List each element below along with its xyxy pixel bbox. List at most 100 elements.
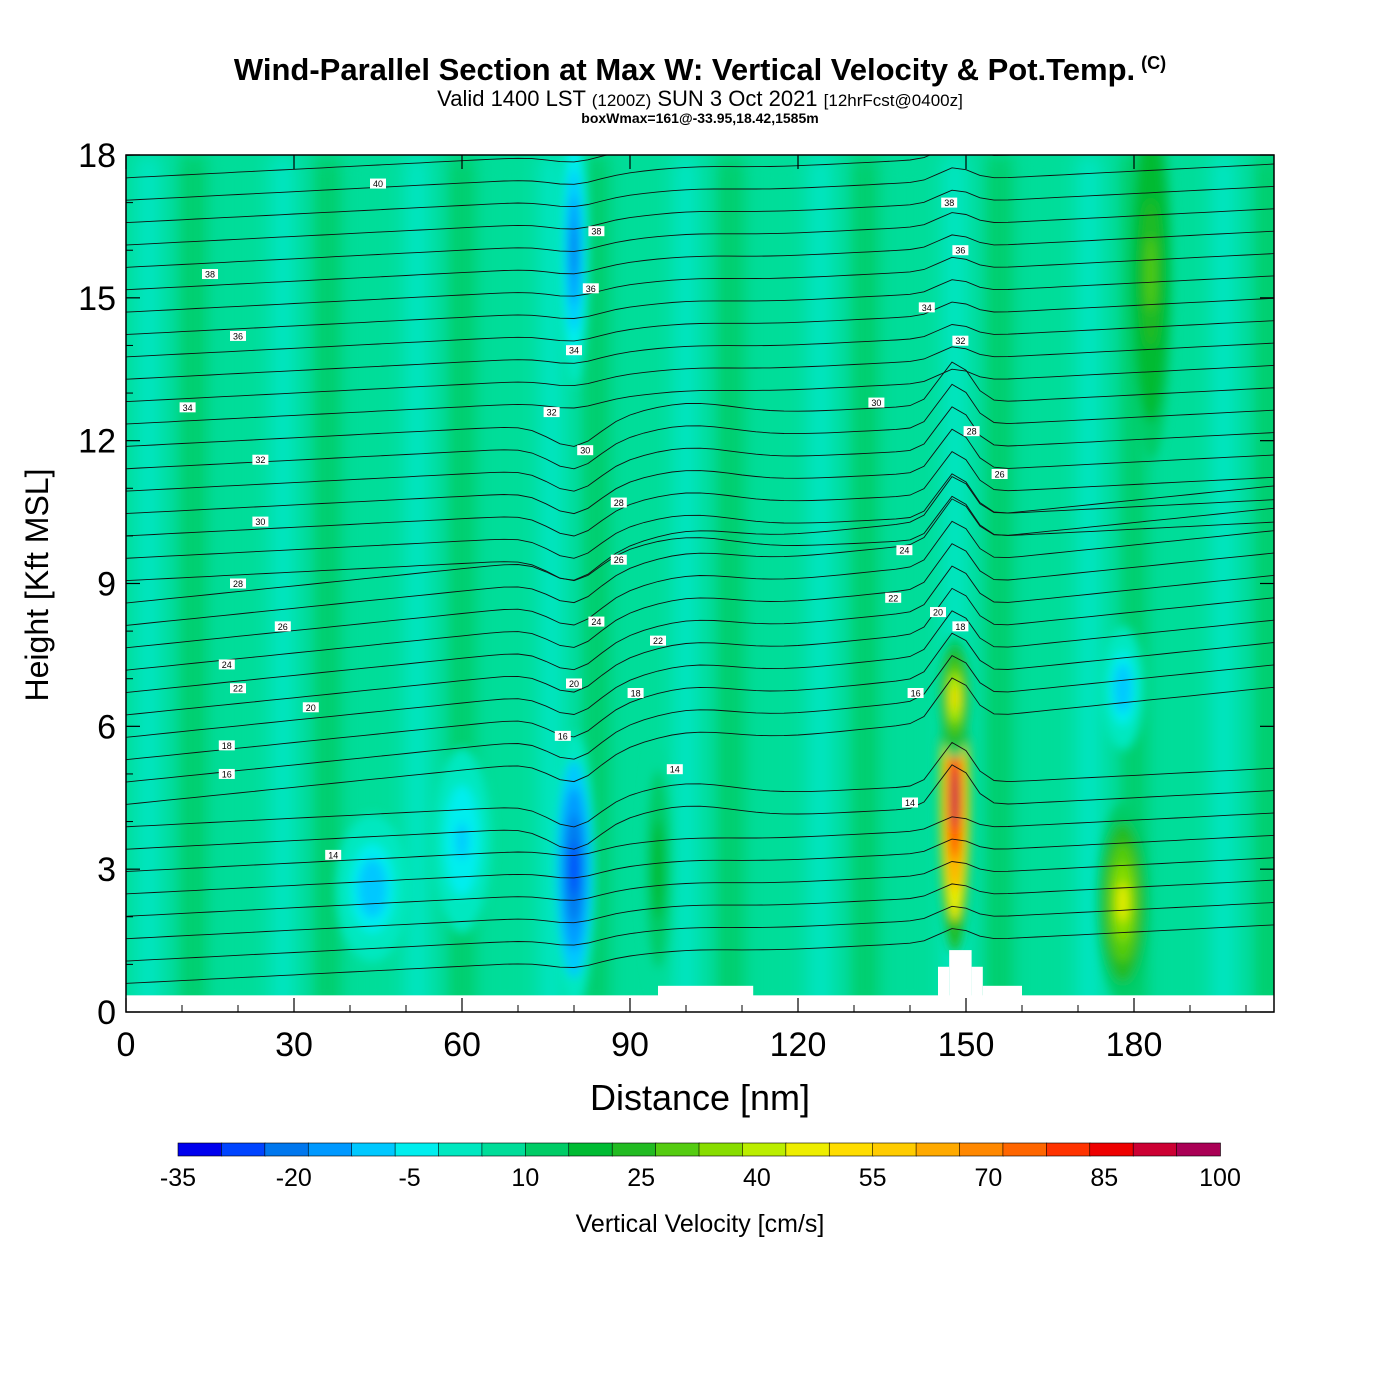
- theta-label-text: 14: [905, 798, 915, 808]
- theta-label-text: 28: [233, 579, 243, 589]
- colorbar-swatch: [481, 1142, 527, 1157]
- theta-label: 36: [952, 245, 969, 256]
- theta-contour: [126, 543, 1274, 671]
- theta-contour: [126, 476, 1274, 604]
- velocity-cell: [951, 685, 959, 711]
- theta-label-bg: [991, 468, 1008, 479]
- theta-contour: [126, 208, 1274, 268]
- colorbar-swatch: [655, 1142, 700, 1157]
- terrain-block: [949, 950, 972, 1012]
- field-bands: [137, 155, 1274, 1012]
- theta-label-text: 16: [558, 731, 568, 741]
- y-tick-label: 18: [78, 137, 116, 175]
- theta-label-text: 16: [911, 689, 921, 699]
- theta-label-bg: [179, 402, 196, 413]
- theta-contour: [126, 632, 1274, 761]
- colorbar-swatch: [611, 1142, 657, 1157]
- theta-label-text: 26: [278, 622, 288, 632]
- theta-label: 28: [963, 426, 980, 437]
- theta-label-bg: [252, 454, 269, 465]
- theta-contour: [126, 230, 1274, 291]
- x-tick-label: 30: [275, 1026, 313, 1064]
- theta-label-bg: [554, 730, 571, 741]
- theta-label-bg: [650, 635, 666, 646]
- theta-label-bg: [868, 397, 885, 408]
- y-tick-label: 12: [78, 423, 116, 461]
- contour-labels: 40 38 36 34 32 30 28 26 24 22 20 18 16 14 38 36 34 32 30 28…: [179, 178, 1008, 860]
- theta-label: 38: [941, 197, 958, 208]
- theta-contour: [126, 495, 1274, 582]
- colorbar-swatch: [872, 1142, 917, 1157]
- theta-label-text: 22: [233, 684, 243, 694]
- x-tick-label: 90: [611, 1026, 649, 1064]
- theta-label-text: 22: [653, 636, 663, 646]
- theta-contour: [126, 275, 1274, 335]
- theta-label-bg: [610, 554, 627, 565]
- colorbar-tick-label: 100: [1199, 1164, 1241, 1192]
- colorbar-swatch: [525, 1142, 570, 1157]
- theta-label: 20: [930, 607, 946, 618]
- theta-label-bg: [230, 330, 246, 341]
- theta-label-text: 34: [183, 403, 193, 413]
- velocity-cell: [365, 873, 380, 904]
- y-axis-label: Height [Kft MSL]: [19, 469, 55, 702]
- theta-label: 26: [991, 468, 1008, 479]
- theta-label: 22: [650, 635, 666, 646]
- colorbar-tick-label: 85: [1090, 1164, 1118, 1192]
- theta-label: 18: [952, 621, 969, 632]
- chart-title-text: Wind-Parallel Section at Max W: Vertical…: [233, 52, 1136, 87]
- theta-contour: [126, 342, 1274, 403]
- theta-contour: [126, 297, 1274, 358]
- theta-label: 36: [230, 330, 246, 341]
- theta-label-bg: [941, 197, 958, 208]
- theta-label-bg: [952, 335, 969, 346]
- colorbar-swatch: [1002, 1142, 1048, 1157]
- theta-contour: [126, 902, 1274, 962]
- field-streak: [1212, 155, 1235, 1012]
- colorbar-tick-label: -5: [398, 1164, 420, 1192]
- theta-label-bg: [588, 226, 605, 237]
- field-streak: [182, 155, 205, 1012]
- theta-label: 32: [952, 335, 969, 346]
- velocity-cell: [951, 766, 959, 829]
- theta-label-text: 38: [205, 270, 215, 280]
- theta-label-text: 36: [586, 284, 596, 294]
- theta-contour: [126, 361, 1274, 447]
- copyright-mark: (C): [1141, 52, 1167, 73]
- theta-contour: [126, 253, 1274, 313]
- colorbar-swatch: [698, 1142, 744, 1157]
- valid-prefix: Valid 1400 LST: [437, 86, 586, 111]
- theta-label-text: 20: [306, 703, 316, 713]
- theta-label-bg: [325, 849, 342, 860]
- theta-label-text: 34: [922, 303, 932, 313]
- theta-label-bg: [963, 426, 980, 437]
- theta-label-text: 24: [899, 546, 909, 556]
- terrain-block: [658, 985, 754, 1012]
- theta-label-text: 36: [955, 246, 965, 256]
- theta-contour: [126, 520, 1274, 649]
- theta-contour: [126, 185, 1274, 246]
- colorbar-swatch: [177, 1142, 223, 1157]
- colorbar-tick-label: -20: [276, 1164, 312, 1192]
- field-streak: [764, 155, 787, 1012]
- theta-label-bg: [885, 592, 902, 603]
- colorbar-tick-label: 55: [859, 1164, 887, 1192]
- theta-label: 20: [302, 702, 319, 713]
- colorbar-swatch: [1046, 1142, 1091, 1157]
- theta-label-text: 16: [222, 769, 232, 779]
- theta-label-bg: [370, 178, 386, 189]
- theta-label: 30: [252, 516, 269, 527]
- field-streak: [406, 155, 429, 1012]
- theta-label-bg: [907, 688, 924, 699]
- theta-label-bg: [566, 678, 582, 689]
- theta-label-bg: [918, 302, 935, 313]
- theta-contour: [126, 383, 1274, 470]
- x-axis-label: Distance [nm]: [590, 1077, 810, 1118]
- theta-label-text: 32: [955, 336, 965, 346]
- theta-label-bg: [627, 688, 644, 699]
- y-tick-label: 0: [97, 994, 116, 1032]
- colorbar-swatch: [915, 1142, 961, 1157]
- velocity-cell: [1117, 882, 1128, 923]
- field-streak: [361, 155, 384, 1012]
- theta-label-bg: [230, 578, 246, 589]
